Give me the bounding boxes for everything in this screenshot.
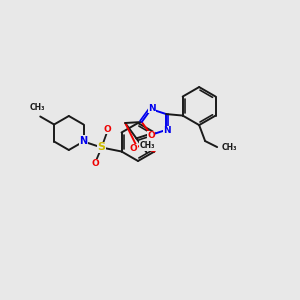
Text: N: N <box>148 104 156 113</box>
Text: O: O <box>104 125 111 134</box>
Text: O: O <box>130 144 137 153</box>
Text: CH₃: CH₃ <box>221 142 237 152</box>
Text: CH₃: CH₃ <box>140 141 155 150</box>
Text: O: O <box>92 159 99 168</box>
Text: S: S <box>98 142 106 152</box>
Text: O: O <box>147 131 155 140</box>
Text: N: N <box>80 136 88 146</box>
Text: N: N <box>163 126 171 135</box>
Text: CH₃: CH₃ <box>29 103 45 112</box>
